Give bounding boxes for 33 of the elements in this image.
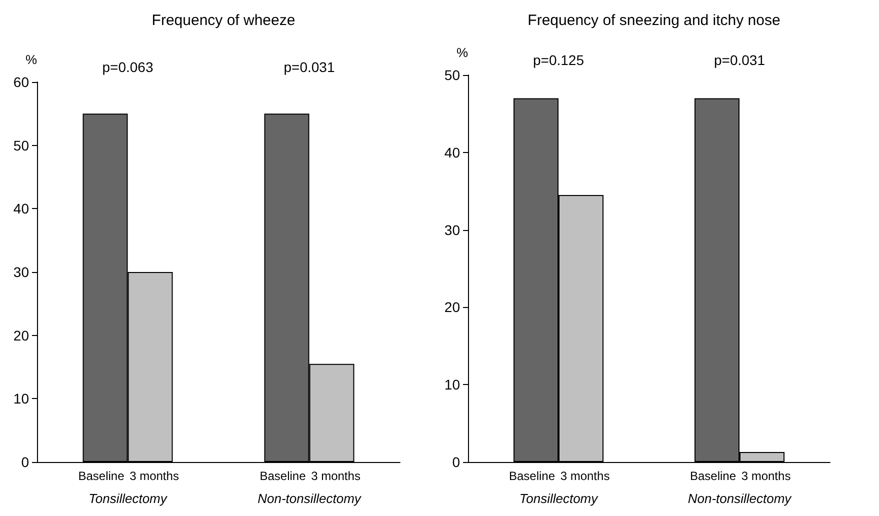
text: p=0.031 <box>714 52 766 68</box>
y-axis-title: % <box>456 45 468 60</box>
y-tick-label: 40 <box>444 144 460 160</box>
y-tick-label: 60 <box>13 74 30 90</box>
y-tick-label: 10 <box>13 390 30 407</box>
text: p=0.125 <box>533 52 584 68</box>
y-tick-label: 30 <box>13 264 30 280</box>
text: 3 months <box>741 469 791 483</box>
text: p=0.063 <box>102 59 154 75</box>
y-tick-label: 50 <box>13 137 30 154</box>
text: p=0.031 <box>284 59 335 75</box>
text: 3 months <box>311 469 360 483</box>
series-label: 3 months <box>130 469 179 483</box>
x-tick-label: Tonsillectomy <box>88 491 168 506</box>
y-tick-label: 30 <box>444 222 460 238</box>
text: Baseline <box>690 469 736 483</box>
x-tick-label: Non-tonsillectomy <box>688 491 793 506</box>
y-tick-label: 20 <box>13 327 30 344</box>
x-tick-label: Tonsillectomy <box>519 491 600 506</box>
y-tick-label: 20 <box>444 299 460 316</box>
chart-title: Frequency of wheeze <box>152 12 296 29</box>
y-tick-label: 0 <box>21 454 30 470</box>
series-label: 3 months <box>560 469 610 483</box>
x-tick-label: Non-tonsillectomy <box>258 491 362 506</box>
series-label: Baseline <box>508 469 556 483</box>
series-label: Baseline <box>78 469 125 483</box>
text: Baseline <box>260 469 306 483</box>
y-tick-label: 50 <box>444 67 460 83</box>
y-tick-label: 0 <box>452 454 460 470</box>
y-tick-label: 40 <box>13 200 30 217</box>
y-tick-label: 10 <box>444 376 460 393</box>
chart-title: Frequency of sneezing and itchy nose <box>528 12 780 29</box>
y-axis-title: % <box>25 52 38 67</box>
